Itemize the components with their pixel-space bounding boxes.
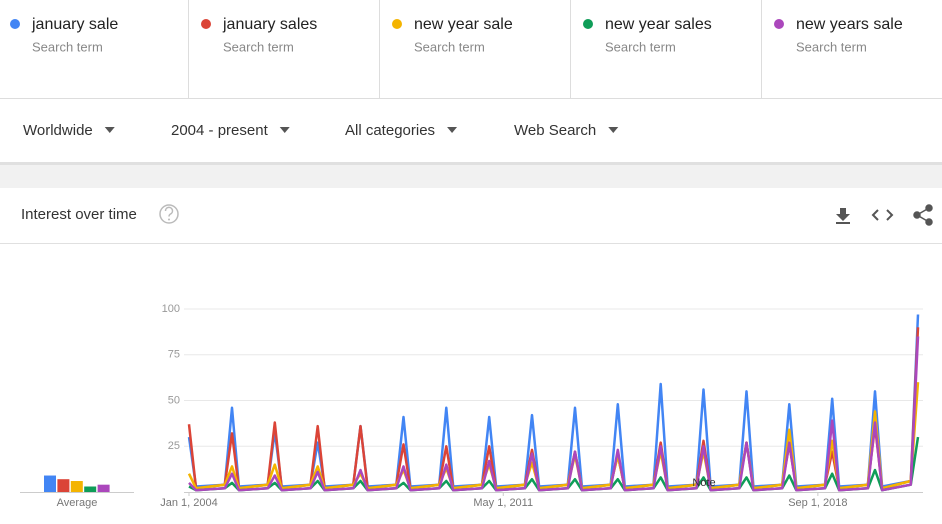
filter-dropdown[interactable]: Worldwide — [23, 122, 93, 139]
term-name[interactable]: new year sale — [414, 16, 513, 33]
filter-dropdown[interactable]: Web Search — [514, 122, 596, 139]
embed-icon[interactable] — [871, 209, 894, 221]
card — [0, 188, 942, 519]
term-dot — [10, 19, 20, 29]
term-kind: Search term — [605, 39, 676, 54]
help-icon[interactable] — [159, 204, 179, 224]
term-dot — [201, 19, 211, 29]
average-bar — [70, 481, 83, 492]
shadow — [0, 162, 942, 165]
dropdown-arrow — [447, 127, 458, 133]
terms-bar — [0, 0, 942, 98]
x-tick-label: Sep 1, 2018 — [788, 497, 847, 509]
filter-dropdown[interactable]: All categories — [345, 122, 435, 139]
filter-bar — [0, 99, 942, 162]
average-bar — [44, 475, 56, 492]
term-dot — [774, 19, 784, 29]
term-name[interactable]: january sale — [31, 16, 118, 33]
share-icon[interactable] — [913, 204, 933, 226]
term-name[interactable]: new year sales — [605, 16, 712, 33]
term-dot — [392, 19, 402, 29]
term-kind: Search term — [32, 39, 103, 54]
term-dot — [583, 19, 593, 29]
term-kind: Search term — [414, 39, 485, 54]
download-icon[interactable] — [836, 208, 850, 224]
dropdown-arrow — [279, 127, 290, 133]
gap — [0, 162, 942, 188]
y-tick-label: 25 — [168, 440, 180, 452]
filter-dropdown[interactable]: 2004 - present — [171, 122, 269, 139]
term-name[interactable]: january sales — [222, 16, 317, 33]
term-kind: Search term — [796, 39, 867, 54]
dropdown-arrow — [104, 127, 115, 133]
dropdown-arrow — [608, 127, 619, 133]
average-bar — [97, 484, 110, 492]
y-tick-label: 50 — [168, 394, 180, 406]
average-bar — [57, 479, 70, 492]
term-kind: Search term — [223, 39, 294, 54]
annotation[interactable]: Note — [692, 477, 715, 489]
x-tick-label: Jan 1, 2004 — [160, 497, 218, 509]
average-bar — [84, 486, 97, 492]
y-tick-label: 100 — [162, 303, 180, 315]
card-title: Interest over time — [21, 206, 137, 223]
term-name[interactable]: new years sale — [796, 16, 903, 33]
x-tick-label: May 1, 2011 — [473, 497, 533, 509]
y-tick-label: 75 — [168, 349, 180, 361]
trend-line — [188, 336, 920, 492]
average-label: Average — [57, 497, 98, 509]
